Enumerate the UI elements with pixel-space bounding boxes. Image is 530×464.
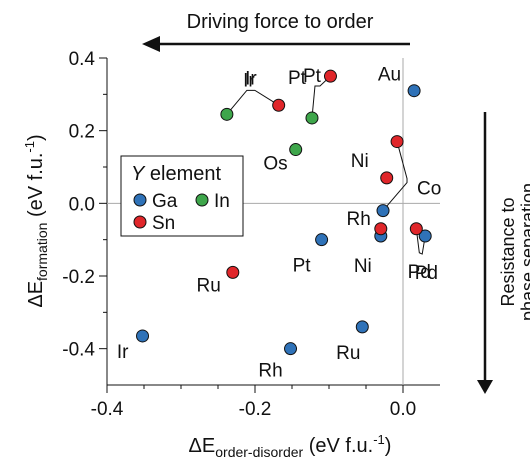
y-tick-label-0-2: -0.2 <box>62 267 95 288</box>
y-tick-label-0-2: 0.2 <box>69 122 95 143</box>
y-axis-label-end: ) <box>25 134 47 141</box>
y-axis-label-sup: -1 <box>22 141 37 153</box>
point-label-ga-pd: Pd <box>408 262 431 283</box>
point-ga-pd <box>418 229 432 243</box>
y-tick-label-0-4: -0.4 <box>62 340 95 361</box>
point-ga-pt <box>315 233 329 247</box>
point-label-shared-ir: Ir <box>245 68 257 89</box>
leader-pt <box>311 75 331 118</box>
top-arrow-head <box>142 36 160 52</box>
point-label-ga-co: Co <box>417 179 441 200</box>
leader-lines <box>226 75 426 255</box>
legend-marker-sn <box>133 215 147 229</box>
legend-title: Y element <box>131 163 221 185</box>
point-label-ga-rh: Rh <box>258 361 282 382</box>
point-in-os <box>289 143 303 157</box>
leader-co <box>382 141 408 211</box>
top-annotation: Driving force to order <box>142 11 410 52</box>
x-axis-label-end: ) <box>385 435 392 457</box>
point-ga-ir <box>136 329 150 343</box>
point-label-ga-au: Au <box>378 65 401 86</box>
leader-ir <box>226 89 279 115</box>
point-label-sn-ni: Ni <box>351 151 369 172</box>
right-arrow-label-line1: Resistance to <box>498 197 518 306</box>
right-arrow-head <box>477 380 493 394</box>
x-tick-label-0-2: -0.2 <box>239 399 272 420</box>
point-sn-pt <box>323 69 337 83</box>
point-in-ir <box>220 107 234 121</box>
point-sn-ni <box>380 171 394 185</box>
right-arrow-label-line2: phase separation <box>518 183 530 321</box>
right-annotation: Resistance to phase separation <box>477 112 530 394</box>
point-label-in-pt: Pt <box>288 68 307 89</box>
legend-label-sn: Sn <box>152 213 175 234</box>
point-ga-rh <box>284 342 298 356</box>
point-label-sn-rh: Rh <box>347 209 371 230</box>
y-axis-label-sub: formation <box>34 223 50 281</box>
top-arrow-label: Driving force to order <box>187 11 374 33</box>
legend-label-ga: Ga <box>152 191 178 212</box>
axis-ticks: -0.4 -0.2 0.0 0.4 0.2 0.0 -0.2 -0.4 <box>62 49 416 420</box>
point-ga-au <box>407 84 421 98</box>
y-tick-label-0-4: 0.4 <box>69 49 96 70</box>
y-axis-label: ΔEformation (eV f.u.-1) <box>22 134 50 307</box>
point-label-shared-pt: Pt <box>303 66 322 87</box>
point-label-ga-ni: Ni <box>354 256 372 277</box>
point-label-ga-ru: Ru <box>336 343 360 364</box>
x-tick-label-0-0: 0.0 <box>390 399 416 420</box>
x-axis-label-unit: (eV f.u. <box>303 435 373 457</box>
legend-marker-ga <box>133 193 147 207</box>
point-label-ga-ir: Ir <box>117 342 129 363</box>
point-label-in-os: Os <box>263 154 287 175</box>
point-label-ga-pt: Pt <box>293 256 312 277</box>
point-sn-pd <box>409 222 423 236</box>
legend-marker-in <box>195 193 209 207</box>
y-tick-label-0-0: 0.0 <box>69 194 95 215</box>
point-sn-ru <box>226 265 240 279</box>
point-label-in-ir: Ir <box>243 70 255 91</box>
legend: Y element Ga In Sn <box>120 155 244 237</box>
point-sn-ir <box>272 98 286 112</box>
data-points <box>136 69 432 356</box>
point-in-pt <box>305 111 319 125</box>
x-tick-label-0-4: -0.4 <box>91 399 124 420</box>
legend-label-in: In <box>214 191 230 212</box>
point-label-sn-ru: Ru <box>197 275 221 296</box>
leader-pd <box>415 228 426 255</box>
x-axis-label-sup: -1 <box>373 432 385 447</box>
point-label-shared-pd: Pd <box>415 263 438 284</box>
point-ga-co <box>376 204 390 218</box>
x-axis-label: ΔEorder-disorder (eV f.u.-1) <box>189 432 392 460</box>
point-ga-ru <box>355 320 369 334</box>
x-axis-label-sub: order-disorder <box>215 444 303 460</box>
y-axis-label-unit: (eV f.u. <box>25 153 47 223</box>
point-sn-co <box>390 135 404 149</box>
point-sn-rh <box>374 222 388 236</box>
